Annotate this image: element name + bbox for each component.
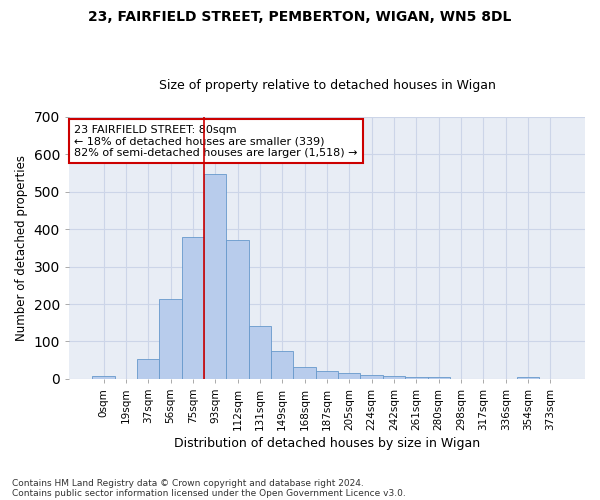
Bar bbox=[160, 299, 182, 379]
Bar bbox=[92, 376, 115, 379]
Bar bbox=[204, 174, 226, 379]
Bar bbox=[405, 376, 428, 379]
X-axis label: Distribution of detached houses by size in Wigan: Distribution of detached houses by size … bbox=[174, 437, 480, 450]
Bar bbox=[271, 351, 293, 379]
Text: 23, FAIRFIELD STREET, PEMBERTON, WIGAN, WN5 8DL: 23, FAIRFIELD STREET, PEMBERTON, WIGAN, … bbox=[88, 10, 512, 24]
Bar bbox=[137, 360, 160, 379]
Bar bbox=[293, 367, 316, 379]
Bar bbox=[226, 240, 249, 379]
Bar bbox=[338, 373, 361, 379]
Bar bbox=[249, 326, 271, 379]
Bar bbox=[316, 370, 338, 379]
Bar bbox=[517, 376, 539, 379]
Text: Contains HM Land Registry data © Crown copyright and database right 2024.: Contains HM Land Registry data © Crown c… bbox=[12, 478, 364, 488]
Bar bbox=[182, 238, 204, 379]
Text: 23 FAIRFIELD STREET: 80sqm
← 18% of detached houses are smaller (339)
82% of sem: 23 FAIRFIELD STREET: 80sqm ← 18% of deta… bbox=[74, 124, 358, 158]
Bar bbox=[383, 376, 405, 379]
Bar bbox=[428, 377, 450, 379]
Title: Size of property relative to detached houses in Wigan: Size of property relative to detached ho… bbox=[158, 79, 496, 92]
Bar bbox=[361, 375, 383, 379]
Text: Contains public sector information licensed under the Open Government Licence v3: Contains public sector information licen… bbox=[12, 488, 406, 498]
Y-axis label: Number of detached properties: Number of detached properties bbox=[15, 155, 28, 341]
